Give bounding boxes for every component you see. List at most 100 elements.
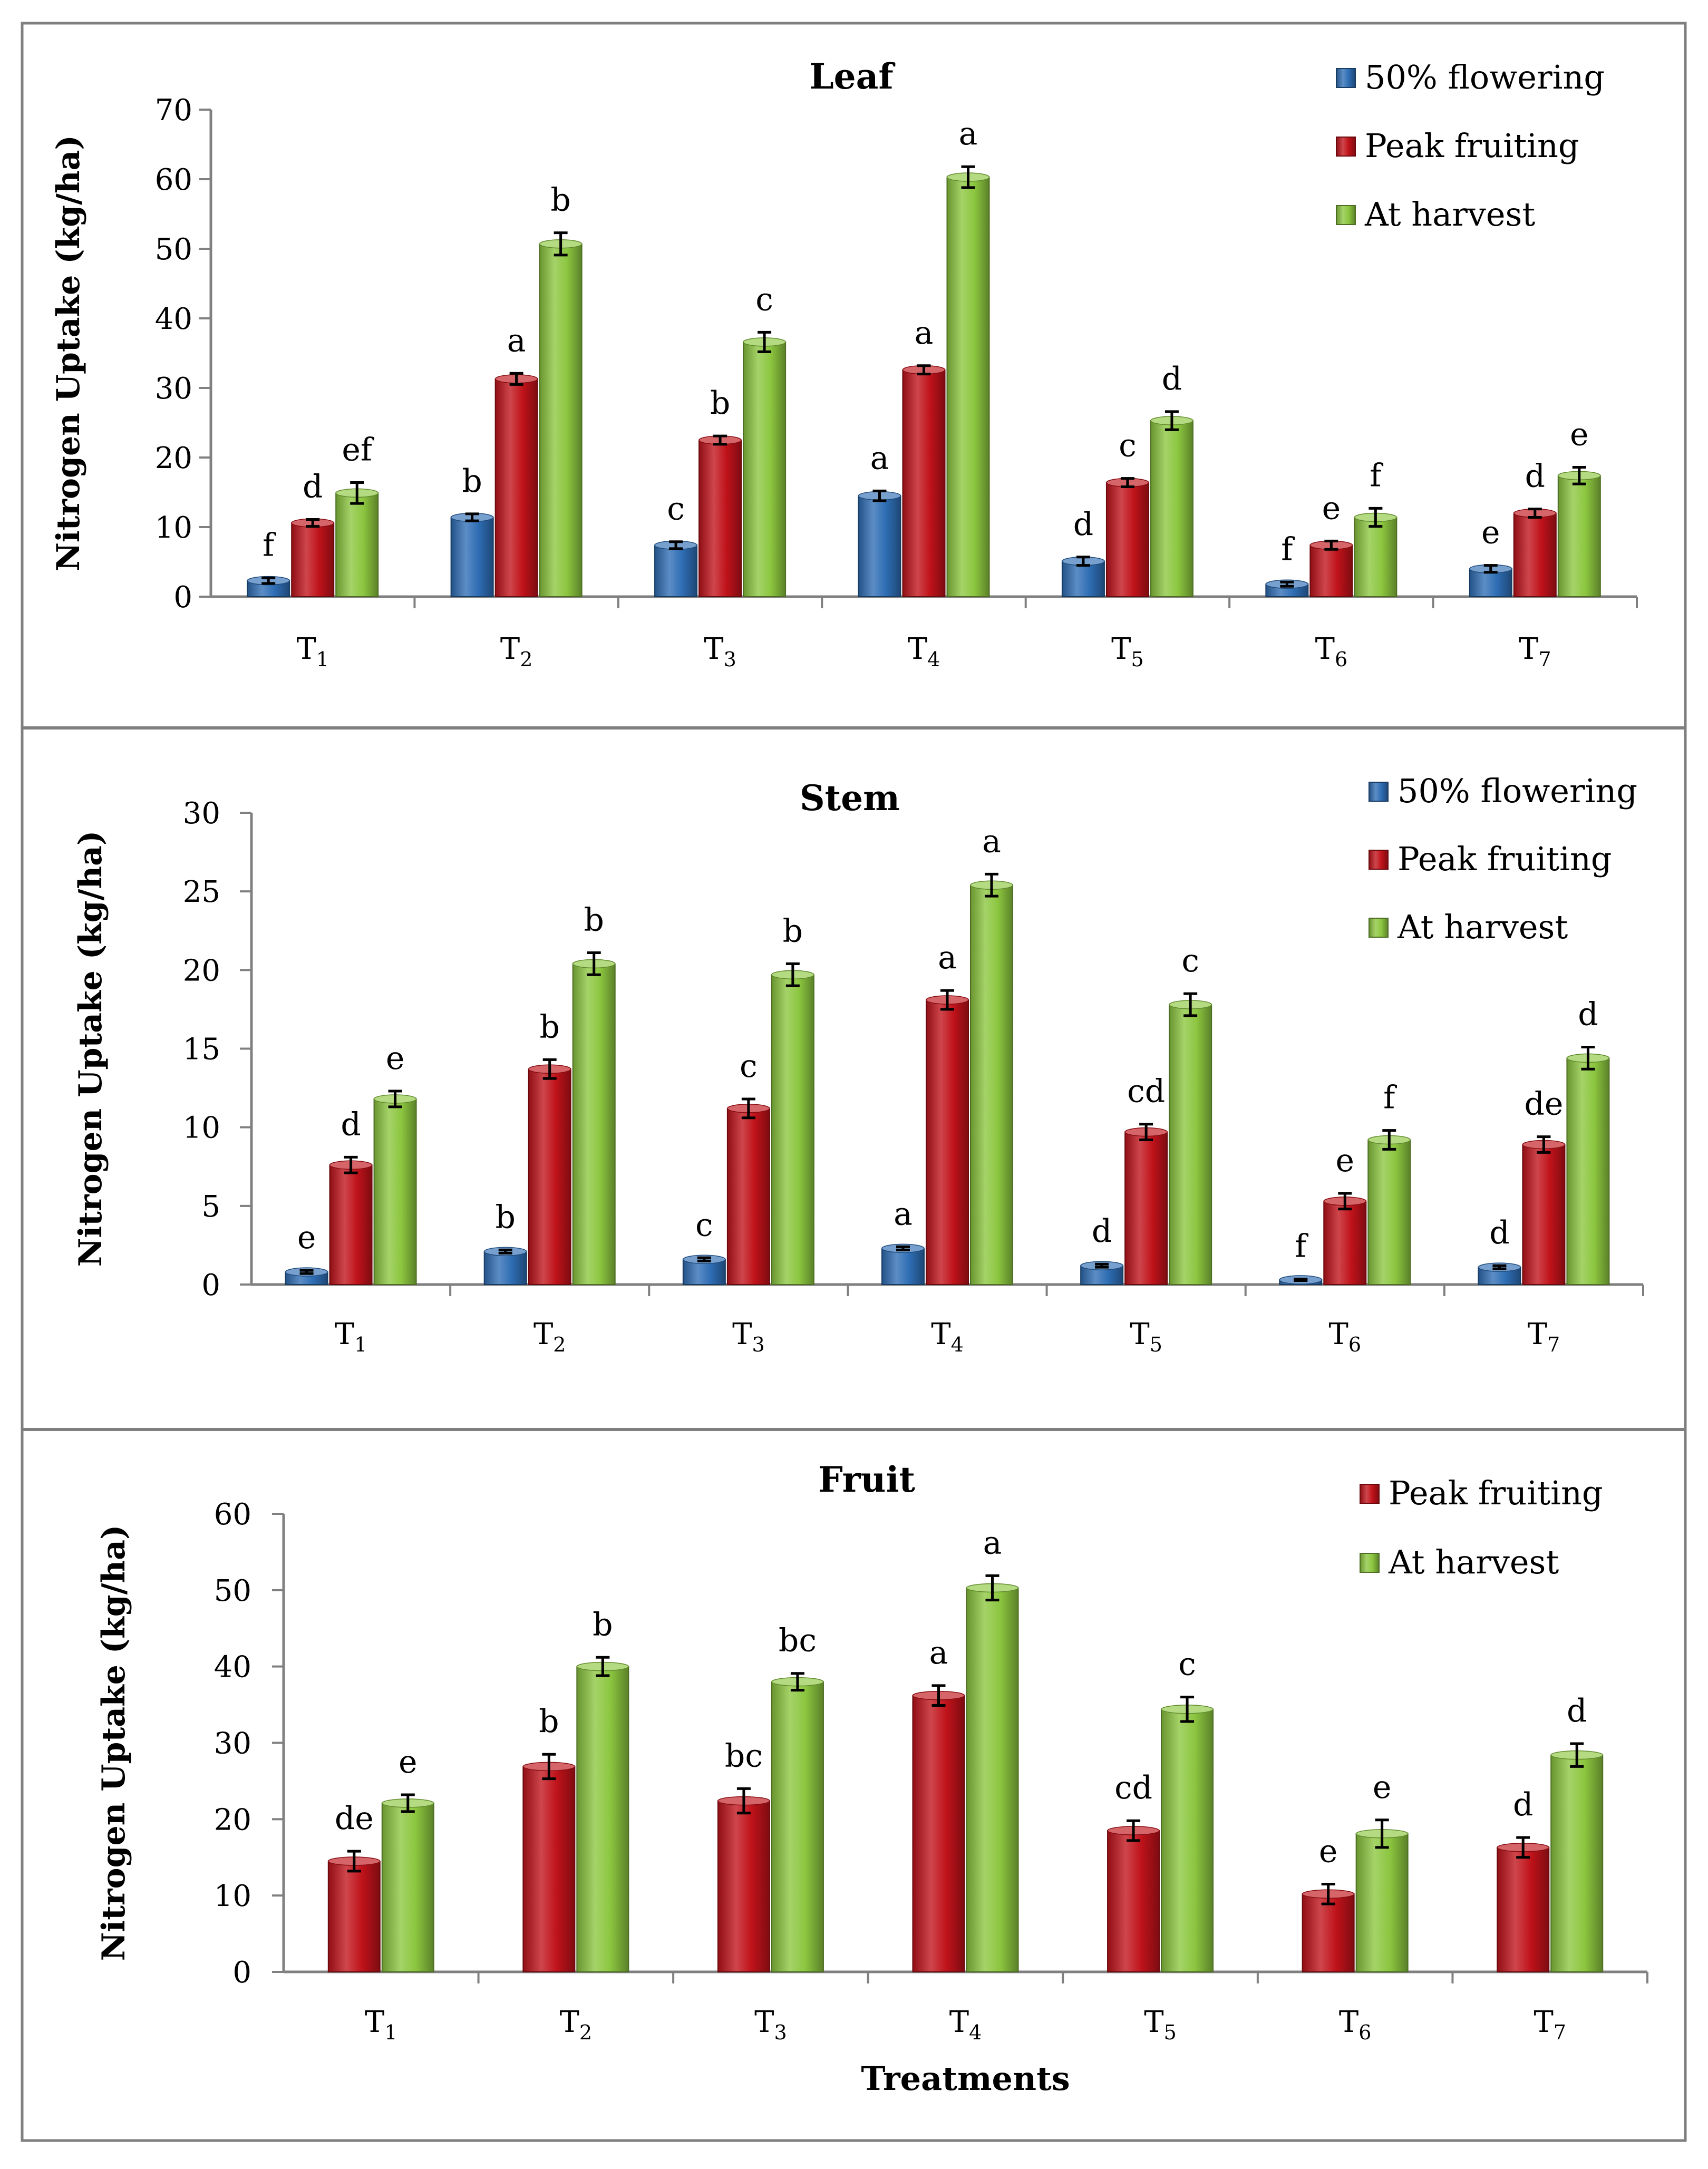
bar-peak-fruiting-t2 [522, 1766, 576, 1973]
y-tick-label: 20 [183, 954, 220, 988]
bar-at-harvest-t1 [335, 492, 379, 597]
legend-label: Peak fruiting [1389, 1474, 1603, 1512]
legend-swatch-at-harvest [1360, 1553, 1380, 1573]
significance-letter: b [593, 1606, 613, 1643]
y-tick-label: 0 [232, 1956, 251, 1990]
significance-letter: bc [779, 1622, 817, 1659]
significance-letter: a [982, 823, 1001, 860]
significance-letter: c [695, 1207, 713, 1243]
chart-title: Leaf [809, 56, 895, 97]
bar-peak-fruiting-t3 [698, 440, 742, 597]
bar-at-harvest-t7 [1550, 1754, 1604, 1972]
y-tick-label: 0 [201, 1268, 220, 1302]
bar-at-harvest-t6 [1354, 517, 1398, 598]
chart-fruit: Fruit 0 10 20 30 40 50 60 Nitrogen Uptake (kg/ha… [95, 1459, 1648, 2098]
bar-at-harvest-t5 [1161, 1708, 1214, 1973]
bar-at-harvest-t2 [576, 1666, 629, 1973]
significance-letter: d [1578, 996, 1598, 1033]
category-label: T3 [704, 632, 736, 671]
bar-at-harvest-t1 [381, 1802, 434, 1972]
significance-letter: e [1373, 1769, 1392, 1806]
bar-at-harvest-t5 [1150, 420, 1193, 597]
bar-at-harvest-t1 [373, 1098, 417, 1285]
legend-label: Peak fruiting [1365, 127, 1579, 165]
bar-at-harvest-t3 [743, 341, 787, 597]
y-tick-label: 10 [214, 1879, 251, 1913]
category-label: T5 [1144, 2005, 1177, 2044]
significance-letter: e [1322, 490, 1341, 527]
significance-letter: c [1119, 427, 1137, 464]
significance-letter: c [1181, 942, 1199, 979]
legend-swatch-at-harvest [1336, 205, 1356, 225]
y-tick-label: 20 [214, 1803, 251, 1837]
significance-letter: a [929, 1635, 948, 1671]
y-tick-label: 10 [183, 1111, 220, 1145]
significance-letter: a [959, 115, 978, 152]
bar-at-harvest-t3 [771, 974, 814, 1285]
significance-letter: f [1281, 531, 1295, 568]
significance-letter: a [894, 1195, 913, 1232]
y-tick-label: 60 [214, 1497, 251, 1532]
significance-letter: b [539, 1703, 559, 1740]
bar-peak-fruiting-t1 [329, 1164, 373, 1285]
category-label: T5 [1130, 1317, 1162, 1356]
y-tick-label: 40 [155, 302, 192, 336]
significance-letter: f [263, 527, 276, 563]
category-label: T2 [500, 632, 533, 671]
bar-peak-fruiting-t5 [1107, 1830, 1160, 1973]
significance-letter: e [386, 1040, 405, 1077]
y-tick-label: 0 [173, 580, 192, 615]
chart-leaf: Leaf 0 10 20 30 40 50 60 70 Nitrogen Uptake (kg/h… [50, 56, 1638, 671]
bar-at-harvest-t5 [1169, 1004, 1212, 1285]
bar-at-harvest-t3 [771, 1681, 824, 1972]
category-label: T4 [931, 1317, 964, 1356]
significance-letter: d [1567, 1693, 1587, 1729]
y-tick-label: 40 [214, 1650, 251, 1685]
category-label: T3 [732, 1317, 765, 1356]
significance-letter: b [550, 182, 570, 219]
significance-letter: cd [1114, 1769, 1152, 1806]
y-tick-label: 50 [214, 1574, 251, 1608]
category-label: T3 [754, 2005, 787, 2044]
significance-letter: b [710, 385, 730, 422]
significance-letter: ef [342, 432, 374, 469]
significance-letter: f [1295, 1228, 1308, 1265]
bar-at-harvest-t7 [1566, 1057, 1610, 1286]
bar-50pct-flowering-t2 [483, 1251, 527, 1286]
legend-label: Peak fruiting [1398, 840, 1612, 878]
bar-peak-fruiting-t7 [1513, 512, 1557, 597]
legend-swatch-peak-fruiting [1369, 850, 1389, 870]
bar-peak-fruiting-t2 [528, 1068, 571, 1285]
category-label: T6 [1329, 1317, 1362, 1356]
significance-letter: e [1481, 514, 1500, 551]
legend-label: At harvest [1364, 195, 1535, 234]
y-tick-label: 5 [201, 1190, 220, 1224]
x-axis-label: Treatments [861, 2059, 1070, 2098]
y-tick-label: 30 [183, 796, 220, 831]
significance-letter: d [303, 468, 323, 505]
significance-letter: bc [725, 1737, 763, 1774]
chart-stem: Stem 0 5 10 15 20 25 30 Nitrogen Uptake (kg/ha) e… [72, 772, 1644, 1356]
significance-letter: b [462, 463, 482, 500]
significance-letter: a [507, 322, 526, 359]
bar-at-harvest-t4 [966, 1587, 1019, 1972]
significance-letter: d [1513, 1786, 1533, 1823]
bar-peak-fruiting-t4 [926, 999, 969, 1286]
category-label: T6 [1315, 632, 1348, 671]
significance-letter: b [783, 912, 803, 949]
legend-label: 50% flowering [1398, 772, 1637, 810]
category-label: T7 [1528, 1317, 1560, 1356]
y-axis-label: Nitrogen Uptake (kg/ha) [95, 1525, 132, 1961]
y-tick-label: 50 [155, 232, 192, 267]
significance-letter: d [1525, 458, 1545, 495]
y-tick-label: 30 [155, 372, 192, 406]
category-label: T2 [533, 1317, 566, 1356]
bar-at-harvest-t2 [539, 243, 583, 597]
significance-letter: c [1178, 1646, 1196, 1683]
significance-letter: a [870, 440, 889, 476]
significance-letter: e [1319, 1833, 1338, 1870]
category-label: T1 [365, 2005, 397, 2044]
significance-letter: a [915, 315, 934, 352]
bar-50pct-flowering-t2 [450, 517, 494, 598]
